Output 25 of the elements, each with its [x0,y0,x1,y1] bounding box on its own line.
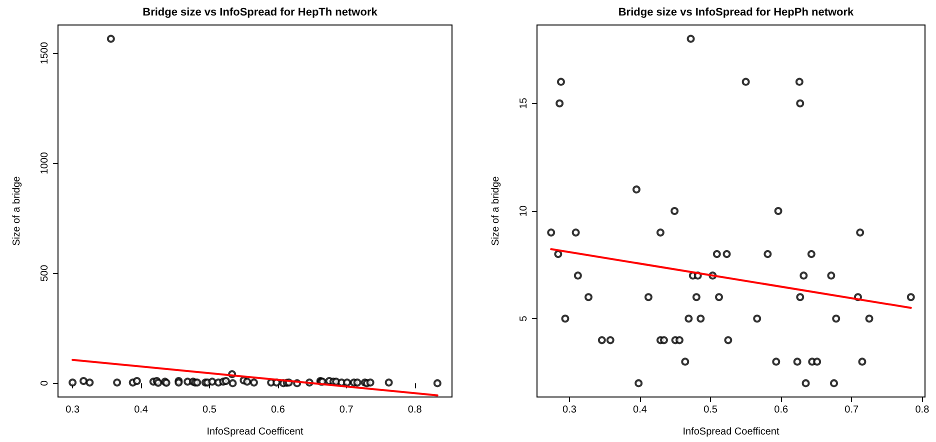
x-tick-label: 0.4 [134,404,148,416]
x-tick-label: 0.7 [844,404,860,416]
x-axis-title: InfoSpread Coefficent [206,426,304,438]
y-tick-label: 500 [40,264,50,282]
x-tick-label: 0.7 [339,404,354,416]
chart-title: Bridge size vs InfoSpread for HepPh network [618,6,855,18]
x-tick-label: 0.5 [704,404,718,416]
y-tick-label: 5 [518,315,530,322]
chart-title: Bridge size vs InfoSpread for HepTh network [142,6,378,18]
x-axis-title: InfoSpread Coefficent [682,426,780,438]
y-tick-label: 1500 [40,42,50,64]
y-axis-title: Size of a bridge [12,176,22,246]
y-tick-label: 1000 [40,152,50,174]
x-tick-label: 0.3 [562,404,577,416]
y-axis-title: Size of a bridge [490,176,502,246]
x-tick-label: 0.5 [202,404,217,416]
x-tick-label: 0.6 [270,404,286,416]
y-tick-label: 10 [518,205,530,217]
y-tick-label: 15 [518,97,530,109]
x-tick-label: 0.3 [66,404,80,416]
x-tick-label: 0.8 [915,404,930,416]
x-tick-label: 0.4 [633,404,648,416]
y-tick-label: 0 [40,380,50,386]
x-tick-label: 0.8 [408,404,422,416]
x-tick-label: 0.6 [774,404,788,416]
